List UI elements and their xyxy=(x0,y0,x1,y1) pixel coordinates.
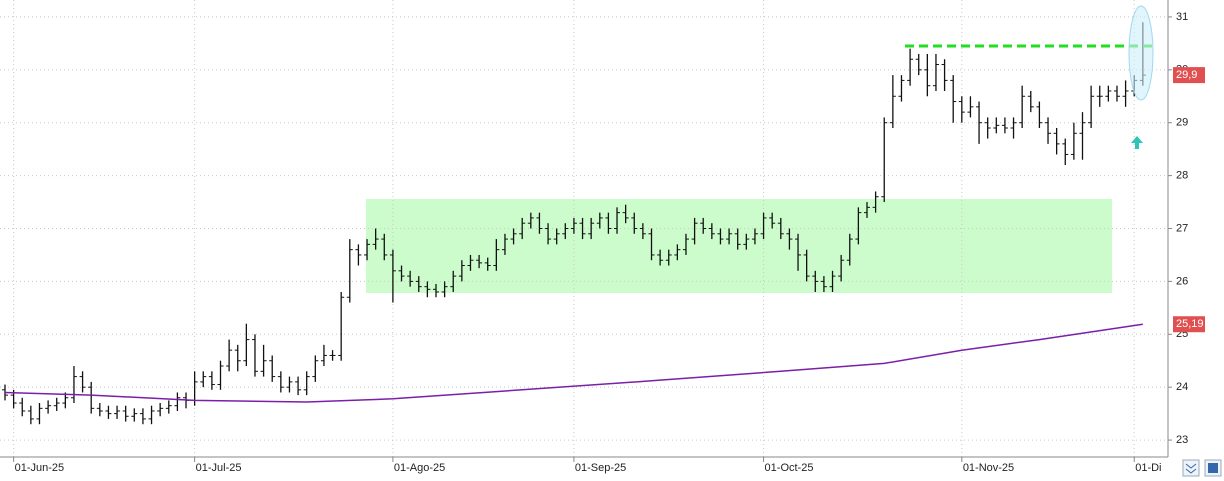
x-tick-label: 01-Nov-25 xyxy=(963,462,1014,474)
x-tick-label: 01-Jul-25 xyxy=(196,462,242,474)
y-tick-label: 31 xyxy=(1176,11,1188,23)
x-tick-label: 01-Ago-25 xyxy=(394,462,445,474)
up-arrow xyxy=(1131,136,1143,149)
price-tag-label: 25,19 xyxy=(1176,318,1204,330)
x-tick-label: 01-Oct-25 xyxy=(765,462,814,474)
price-tag xyxy=(1173,316,1205,333)
x-tick-label: 01-Sep-25 xyxy=(575,462,626,474)
price-tag-label: 29,9 xyxy=(1176,69,1197,81)
price-tag xyxy=(1173,67,1205,84)
y-tick-label: 27 xyxy=(1176,222,1188,234)
grid xyxy=(0,0,1168,457)
y-tick-label: 26 xyxy=(1176,275,1188,287)
price-bars xyxy=(2,22,1146,425)
y-tick-label: 29 xyxy=(1176,117,1188,129)
y-tick-label: 24 xyxy=(1176,381,1188,393)
collapse-icon xyxy=(1185,463,1197,474)
x-tick-label: 01-Jun-25 xyxy=(15,462,65,474)
y-tick-label: 28 xyxy=(1176,170,1188,182)
y-tick-label: 23 xyxy=(1176,434,1188,446)
highlight-ellipse xyxy=(1128,5,1154,101)
consolidation-zone xyxy=(366,199,1112,293)
x-tick-label: 01-Di xyxy=(1135,462,1161,474)
moving-average xyxy=(4,323,1143,403)
save-icon xyxy=(1208,463,1218,473)
chart-buttons xyxy=(1182,459,1222,477)
